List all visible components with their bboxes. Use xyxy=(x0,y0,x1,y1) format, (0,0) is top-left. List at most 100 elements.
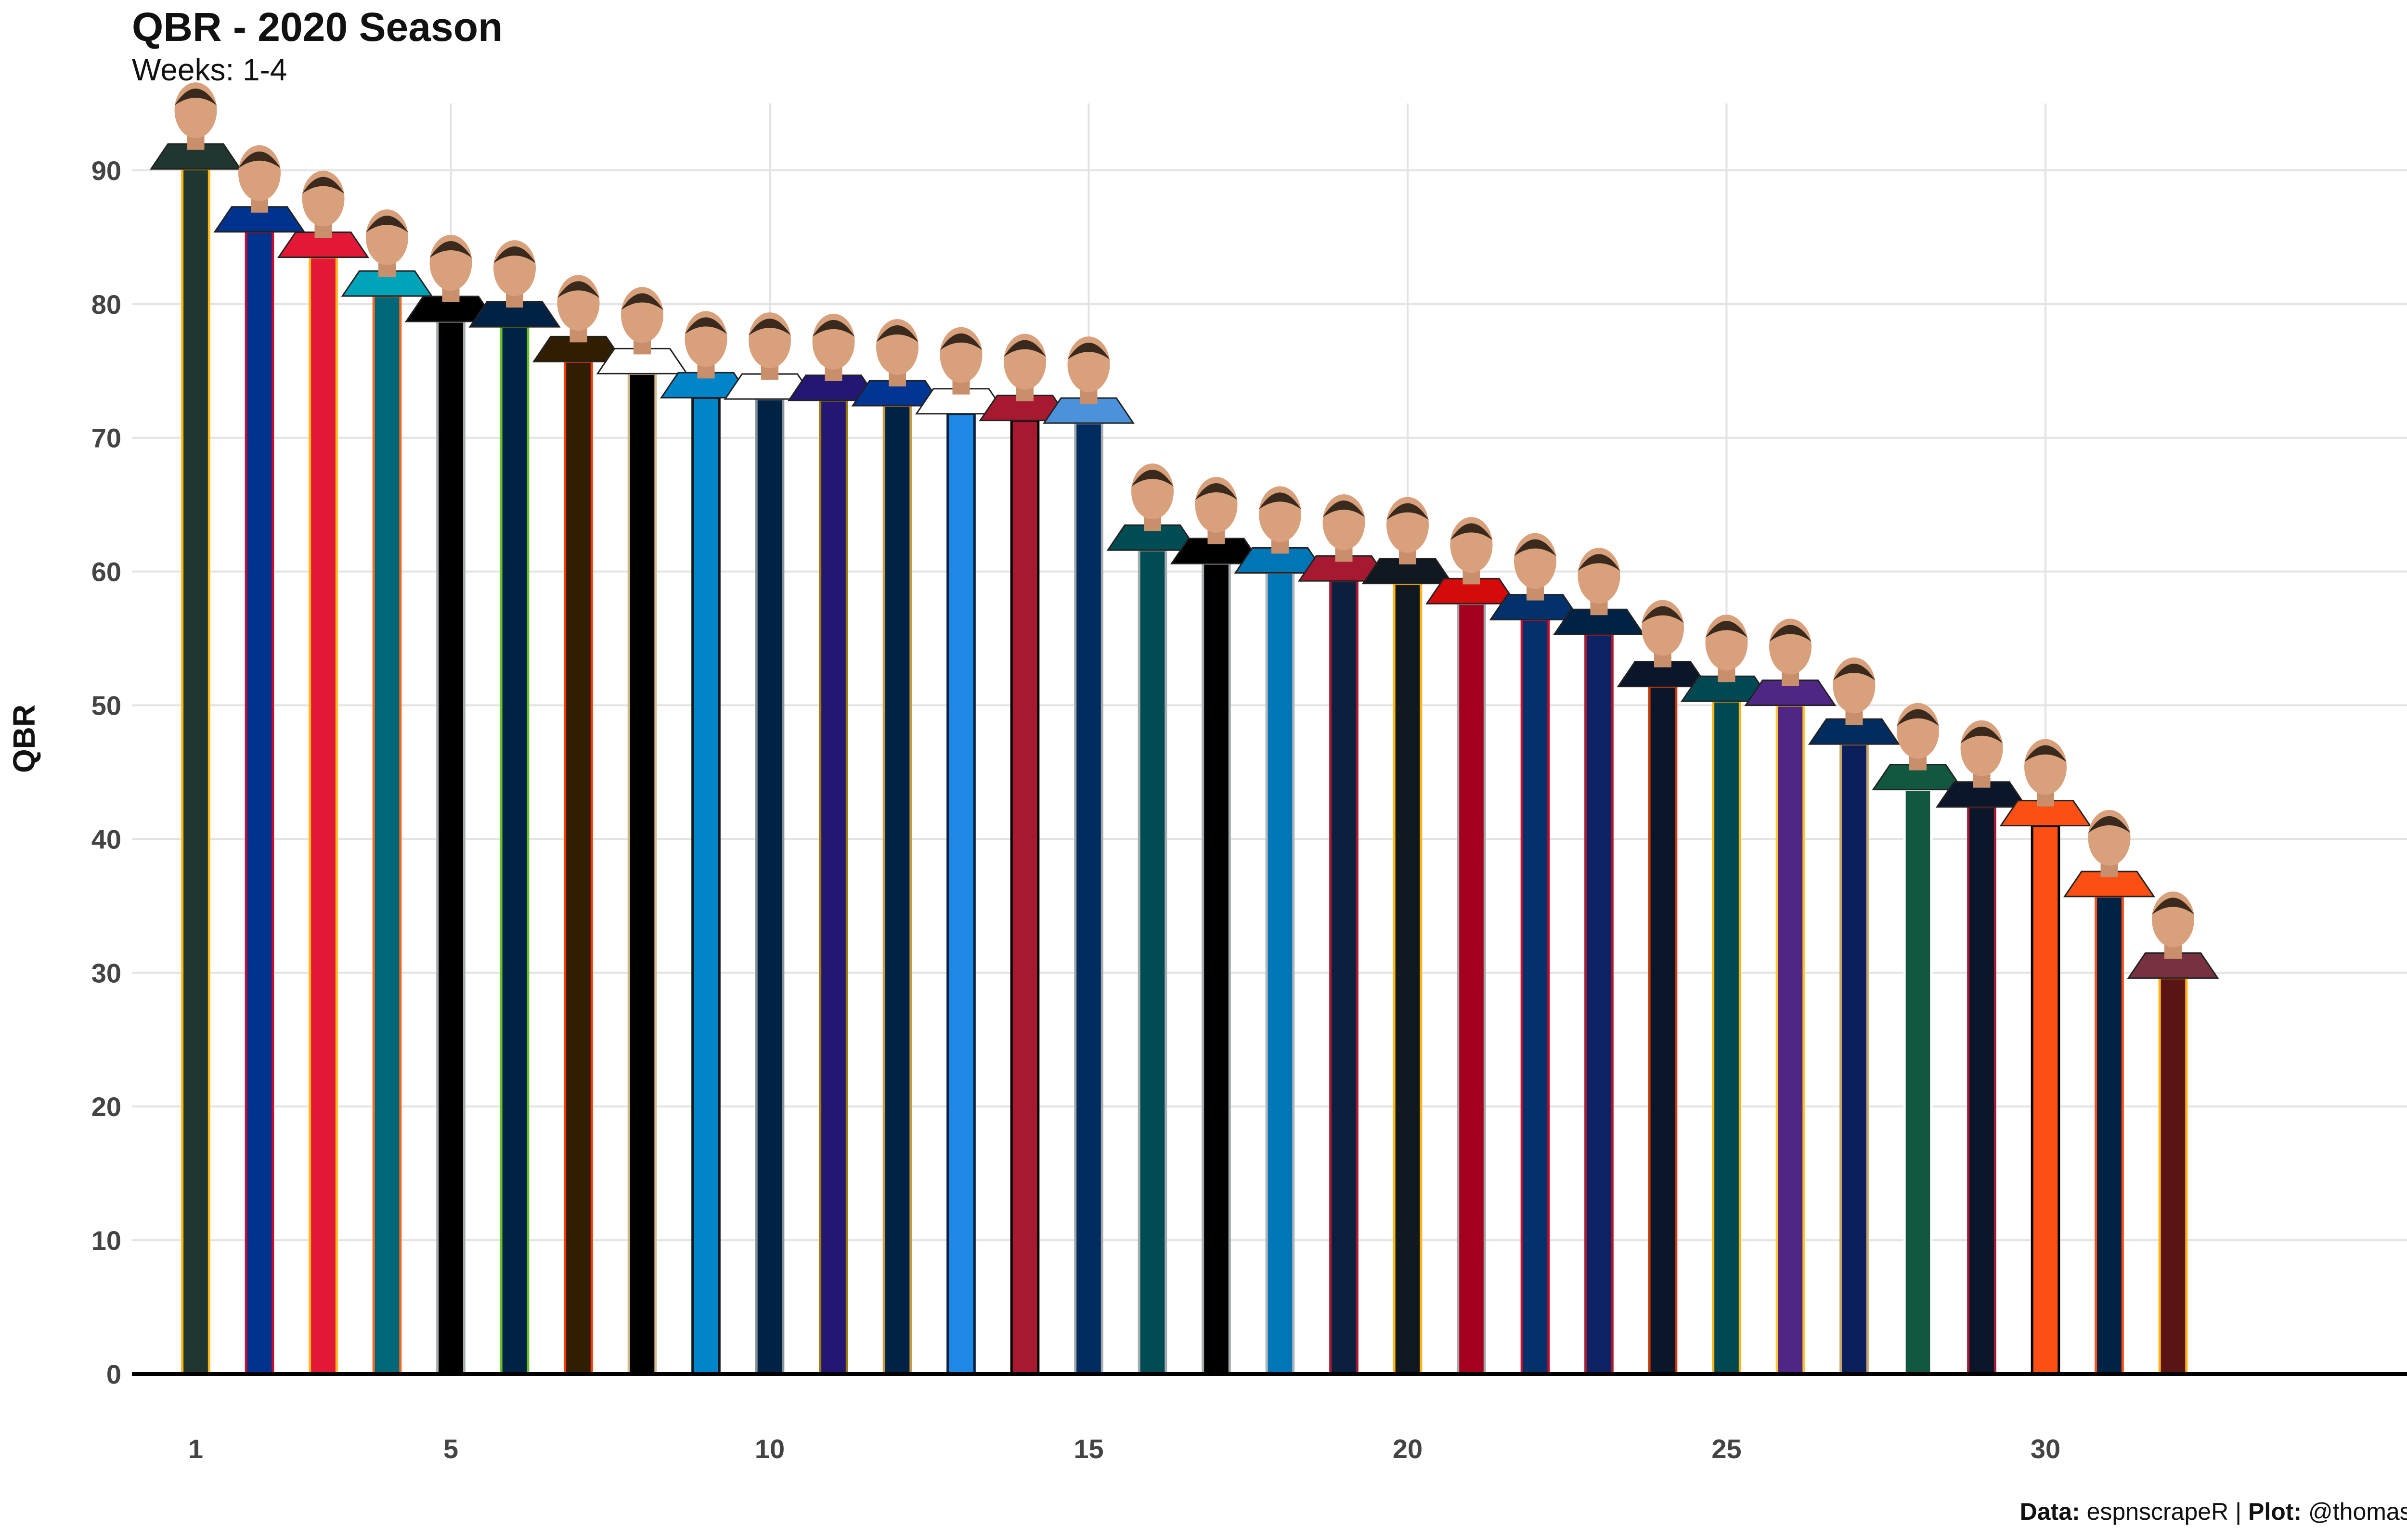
hair xyxy=(1259,492,1301,510)
hair xyxy=(1705,621,1748,638)
jersey-shoulders xyxy=(532,335,625,362)
player-headshot-icon xyxy=(787,313,880,401)
hair xyxy=(2024,745,2067,762)
caption-plot-label: Plot: xyxy=(2248,1498,2302,1525)
jersey-shoulders xyxy=(213,206,306,233)
bar xyxy=(1393,582,1423,1375)
bar xyxy=(1329,579,1359,1375)
chart-title: QBR - 2020 Season xyxy=(132,4,503,50)
jersey-shoulders xyxy=(979,395,1071,422)
hair xyxy=(1450,523,1493,540)
bar xyxy=(500,325,530,1375)
player-headshot-icon xyxy=(915,327,1008,415)
x-tick-label: 30 xyxy=(2031,1434,2060,1464)
x-tick-label: 15 xyxy=(1074,1434,1103,1464)
jersey-shoulders xyxy=(1999,800,2092,827)
caption-plot-value: @thomas_mock xyxy=(2308,1498,2407,1525)
jersey-shoulders xyxy=(468,301,561,328)
player-headshot-icon xyxy=(1489,533,1581,621)
x-tick-labels: 1 5 10 15 20 25 30 xyxy=(188,1434,2060,1464)
bar xyxy=(1648,685,1678,1375)
jersey-shoulders xyxy=(787,374,880,401)
bar xyxy=(1839,743,1869,1375)
jersey-shoulders xyxy=(2127,952,2219,979)
jersey-shoulders xyxy=(1170,538,1263,565)
player-headshot-icon xyxy=(1553,548,1645,635)
bar xyxy=(1903,788,1933,1375)
bar xyxy=(882,404,912,1375)
bar xyxy=(755,398,785,1375)
hair xyxy=(1386,503,1429,520)
bar xyxy=(2158,976,2188,1375)
bar xyxy=(1967,806,1996,1375)
bar xyxy=(691,396,721,1375)
player-headshot-icon xyxy=(468,240,561,328)
y-tick-label: 60 xyxy=(91,557,121,587)
jersey-shoulders xyxy=(1234,547,1326,574)
player-headshot-icon xyxy=(1872,703,1964,791)
bar xyxy=(1265,571,1295,1375)
bar xyxy=(1584,633,1614,1375)
player-headshot-icon xyxy=(1808,657,1901,745)
hair xyxy=(1642,606,1684,623)
hair xyxy=(749,319,791,336)
caption: Data: espnscrapeR | Plot: @thomas_mock xyxy=(2020,1498,2407,1526)
jersey-shoulders xyxy=(1489,594,1581,621)
hair xyxy=(621,293,663,310)
jersey-shoulders xyxy=(724,373,816,400)
player-headshot-icon xyxy=(341,209,433,297)
y-tick-label: 80 xyxy=(91,289,121,320)
hair xyxy=(1004,340,1046,357)
player-headshots xyxy=(149,82,2219,979)
bar xyxy=(1712,700,1741,1375)
player-headshot-icon xyxy=(404,234,497,322)
y-tick-label: 30 xyxy=(91,958,121,988)
player-headshot-icon xyxy=(1425,517,1518,604)
hair xyxy=(238,151,281,168)
player-headshot-icon xyxy=(213,145,306,233)
y-axis-label: QBR xyxy=(7,705,41,773)
hair xyxy=(1067,343,1110,360)
hair xyxy=(2152,898,2194,915)
jersey-shoulders xyxy=(1106,524,1199,551)
player-headshot-icon xyxy=(1106,463,1199,551)
hair xyxy=(302,177,345,194)
player-headshot-icon xyxy=(596,287,688,374)
player-headshot-icon xyxy=(1617,600,1709,688)
player-headshot-icon xyxy=(1297,494,1390,582)
bar xyxy=(819,399,848,1375)
jersey-shoulders xyxy=(1872,764,1964,791)
player-headshot-icon xyxy=(660,311,752,398)
jersey-shoulders xyxy=(1297,555,1390,582)
bar xyxy=(372,295,402,1375)
chart-subtitle: Weeks: 1-4 xyxy=(132,52,287,87)
bar xyxy=(1074,422,1103,1375)
bar xyxy=(436,320,466,1375)
jersey-shoulders xyxy=(596,347,688,374)
player-headshot-icon xyxy=(1680,615,1773,702)
jersey-shoulders xyxy=(149,143,242,170)
player-headshot-icon xyxy=(1042,336,1135,424)
x-tick-label: 5 xyxy=(443,1434,458,1464)
hair xyxy=(685,317,727,334)
player-headshot-icon xyxy=(979,334,1071,422)
x-tick-label: 25 xyxy=(1711,1434,1741,1464)
x-tick-label: 1 xyxy=(188,1434,203,1464)
jersey-shoulders xyxy=(1361,558,1454,585)
bars xyxy=(181,167,2188,1375)
jersey-shoulders xyxy=(1042,397,1135,424)
y-tick-labels: 0 10 20 30 40 50 60 70 80 90 xyxy=(91,155,121,1389)
y-tick-label: 70 xyxy=(91,423,121,453)
player-headshot-icon xyxy=(1361,497,1454,585)
hair xyxy=(1514,539,1556,556)
jersey-shoulders xyxy=(1425,578,1518,604)
jersey-shoulders xyxy=(1744,680,1837,706)
bar xyxy=(1457,602,1486,1375)
player-headshot-icon xyxy=(149,82,242,170)
jersey-shoulders xyxy=(1680,675,1773,702)
hair xyxy=(876,325,919,343)
bar xyxy=(309,256,338,1375)
bar xyxy=(627,372,657,1375)
caption-separator: | xyxy=(2235,1498,2242,1525)
jersey-shoulders xyxy=(1808,718,1901,745)
